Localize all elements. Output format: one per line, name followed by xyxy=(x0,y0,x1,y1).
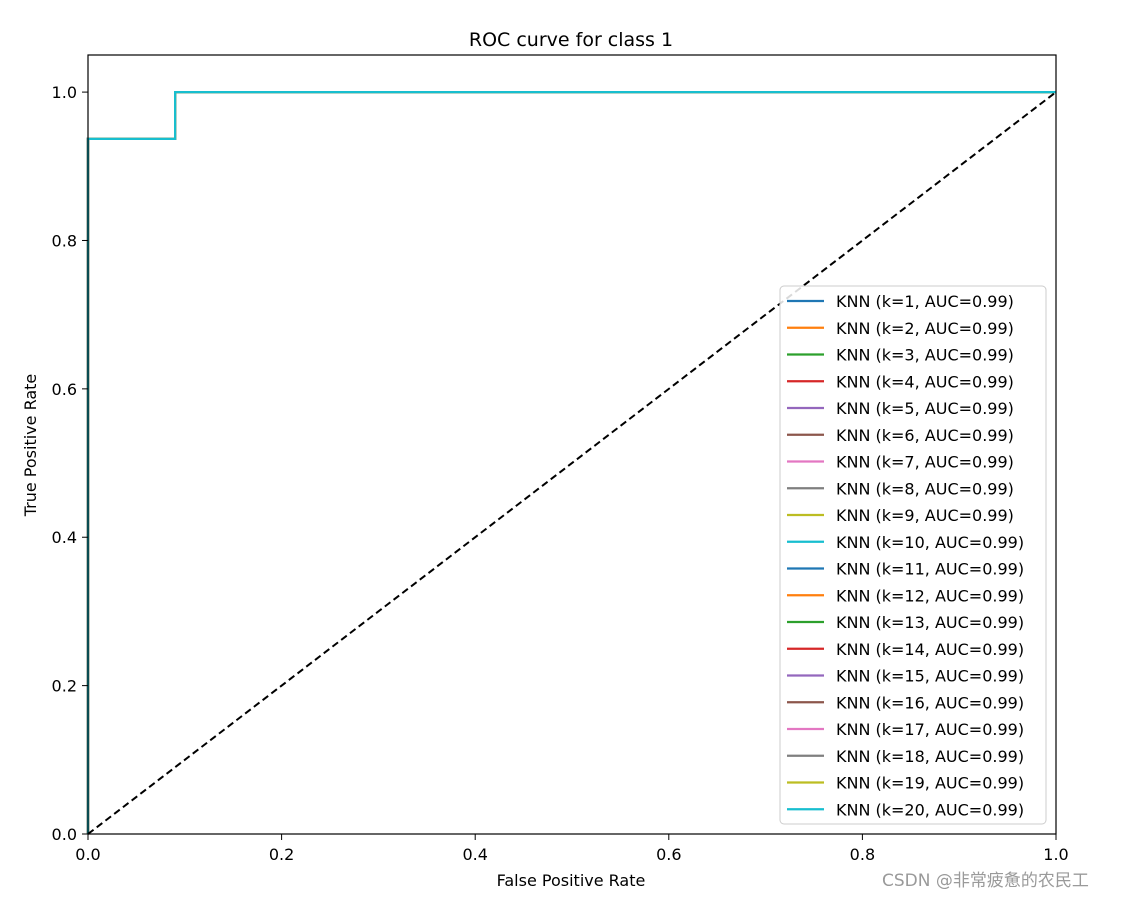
legend-label: KNN (k=2, AUC=0.99) xyxy=(836,319,1014,338)
y-tick-label: 0.8 xyxy=(52,231,77,250)
diagonal-reference-line xyxy=(87,91,1057,835)
x-tick-label: 0.8 xyxy=(850,845,875,864)
x-tick-label: 0.6 xyxy=(656,845,681,864)
legend-label: KNN (k=18, AUC=0.99) xyxy=(836,747,1024,766)
y-tick-label: 1.0 xyxy=(52,83,77,102)
legend-label: KNN (k=11, AUC=0.99) xyxy=(836,560,1024,579)
legend-label: KNN (k=5, AUC=0.99) xyxy=(836,399,1014,418)
y-tick-label: 0.2 xyxy=(52,677,77,696)
legend-label: KNN (k=8, AUC=0.99) xyxy=(836,479,1014,498)
legend-label: KNN (k=9, AUC=0.99) xyxy=(836,506,1014,525)
legend: KNN (k=1, AUC=0.99) KNN (k=2, AUC=0.99) KN… xyxy=(779,285,1047,825)
legend-label: KNN (k=20, AUC=0.99) xyxy=(836,800,1024,819)
y-tick-label: 0.0 xyxy=(52,825,77,844)
plot-area: 0.0 0.2 0.4 0.6 0.8 1.0 0.0 0.2 0.4 0.6 0.8 1.0 xyxy=(52,54,1069,864)
legend-label: KNN (k=17, AUC=0.99) xyxy=(836,720,1024,739)
legend-box xyxy=(779,285,1047,825)
legend-label: KNN (k=15, AUC=0.99) xyxy=(836,667,1024,686)
x-axis-label: False Positive Rate xyxy=(497,871,646,890)
legend-label: KNN (k=1, AUC=0.99) xyxy=(836,292,1014,311)
legend-label: KNN (k=4, AUC=0.99) xyxy=(836,372,1014,391)
x-tick-label: 0.2 xyxy=(269,845,294,864)
axes-frame xyxy=(87,54,1057,835)
legend-label: KNN (k=19, AUC=0.99) xyxy=(836,774,1024,793)
x-tick-label: 0.0 xyxy=(75,845,100,864)
x-tick-label: 0.4 xyxy=(462,845,487,864)
chart-title: ROC curve for class 1 xyxy=(469,29,673,51)
legend-label: KNN (k=12, AUC=0.99) xyxy=(836,586,1024,605)
y-axis-label: True Positive Rate xyxy=(21,374,40,518)
legend-label: KNN (k=16, AUC=0.99) xyxy=(836,693,1024,712)
legend-label: KNN (k=3, AUC=0.99) xyxy=(836,346,1014,365)
legend-label: KNN (k=14, AUC=0.99) xyxy=(836,640,1024,659)
legend-label: KNN (k=10, AUC=0.99) xyxy=(836,533,1024,552)
legend-label: KNN (k=6, AUC=0.99) xyxy=(836,426,1014,445)
legend-label: KNN (k=7, AUC=0.99) xyxy=(836,453,1014,472)
x-tick-label: 1.0 xyxy=(1043,845,1068,864)
legend-label: KNN (k=13, AUC=0.99) xyxy=(836,613,1024,632)
y-tick-label: 0.6 xyxy=(52,380,77,399)
watermark-text: CSDN @非常疲惫的农民工 xyxy=(882,871,1089,891)
y-tick-label: 0.4 xyxy=(52,528,77,547)
